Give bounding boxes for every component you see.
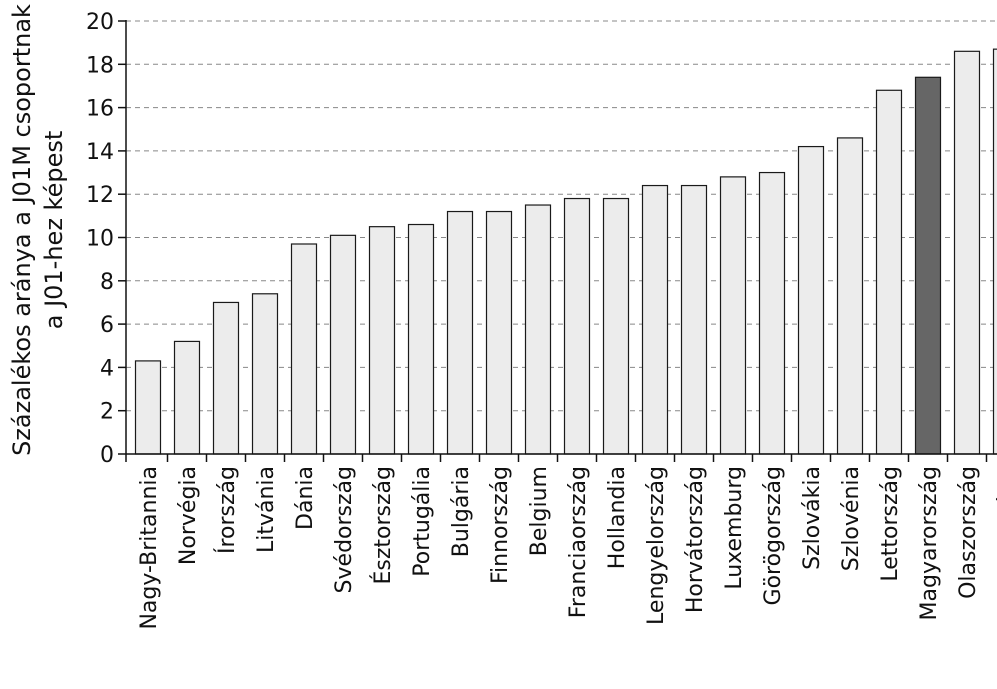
x-tick-labels: Nagy-Britannia Norvégia Írország Litvánia Dá… — [137, 466, 997, 630]
y-tick-label: 6 — [100, 313, 114, 338]
x-tick-label: Írország — [214, 466, 240, 554]
bars — [134, 48, 997, 455]
x-tick-label: Észtország — [370, 466, 396, 585]
x-tick-label: Szlovénia — [839, 466, 864, 571]
x-tick-label: Finnország — [488, 466, 513, 584]
bar-horv-torsz-g — [680, 184, 708, 455]
y-tick-label: 12 — [86, 183, 114, 208]
bar--rorsz-g — [212, 301, 240, 455]
bar-nagy-britannia — [134, 360, 162, 455]
x-tick-label: Norvégia — [176, 466, 201, 565]
bar-lettorsz-g — [875, 89, 903, 455]
bar-g-r-gorsz-g — [758, 171, 786, 455]
x-tick-label: Litvánia — [254, 466, 279, 553]
x-tick-label: Franciaország — [566, 466, 591, 618]
y-tick-label: 16 — [86, 97, 114, 122]
y-axis-label-line1: Százalékos aránya a J01M csoportnak — [8, 4, 36, 456]
x-tick-label: Málta — [995, 466, 997, 527]
bar-norv-gia — [173, 340, 201, 455]
y-tick-label: 14 — [86, 140, 114, 165]
y-tick-label: 18 — [86, 53, 114, 78]
x-tick-label: Hollandia — [605, 466, 630, 569]
x-tick-label: Olaszország — [956, 466, 981, 599]
bar-sv-dorsz-g — [329, 234, 357, 455]
x-tick-label: Lettország — [878, 466, 903, 582]
bar-litv-nia — [251, 293, 279, 455]
bar-hollandia — [602, 197, 630, 455]
x-tick-label: Magyarország — [917, 466, 942, 620]
bar--sztorsz-g — [368, 226, 396, 455]
bar-finnorsz-g — [485, 210, 513, 455]
x-tick-label: Horvátország — [683, 466, 708, 613]
bar-d-nia — [290, 243, 318, 455]
bar-magyarorsz-g — [914, 76, 942, 455]
bar-franciaorsz-g — [563, 197, 591, 455]
bar-m-lta — [992, 48, 997, 455]
bar-olaszorsz-g — [953, 50, 981, 455]
y-tick-label: 20 — [86, 10, 114, 35]
bar-szlov-kia — [797, 145, 825, 455]
y-tick-label: 2 — [100, 400, 114, 425]
y-tick-label: 10 — [86, 227, 114, 252]
gridlines — [126, 20, 997, 412]
x-tick-label: Dánia — [293, 466, 318, 530]
x-tick-label: Svédország — [332, 466, 357, 593]
x-tick-label: Portugália — [410, 466, 435, 577]
y-tick-label: 4 — [100, 356, 114, 381]
x-tick-label: Görögország — [761, 466, 786, 605]
bar-szlov-nia — [836, 137, 864, 455]
x-tick-label: Luxemburg — [722, 466, 747, 590]
bar-luxemburg — [719, 176, 747, 455]
x-tick-label: Nagy-Britannia — [137, 466, 162, 630]
bar-lengyelorsz-g — [641, 184, 669, 455]
bar-belgium — [524, 204, 552, 455]
y-axis-label-line2: a J01-hez képest — [40, 131, 68, 330]
y-tick-label: 8 — [100, 270, 114, 295]
x-tick-label: Lengyelország — [644, 466, 669, 625]
x-tick-label: Szlovákia — [800, 466, 825, 570]
bar-portug-lia — [407, 223, 435, 455]
x-tick-label: Bulgária — [449, 466, 474, 557]
y-tick-label: 0 — [100, 443, 114, 468]
axes — [118, 20, 997, 462]
x-tick-label: Belgium — [527, 466, 552, 556]
y-tick-labels: 0 2 4 6 8 10 12 14 16 18 20 — [86, 10, 114, 468]
bar-bulg-ria — [446, 210, 474, 455]
